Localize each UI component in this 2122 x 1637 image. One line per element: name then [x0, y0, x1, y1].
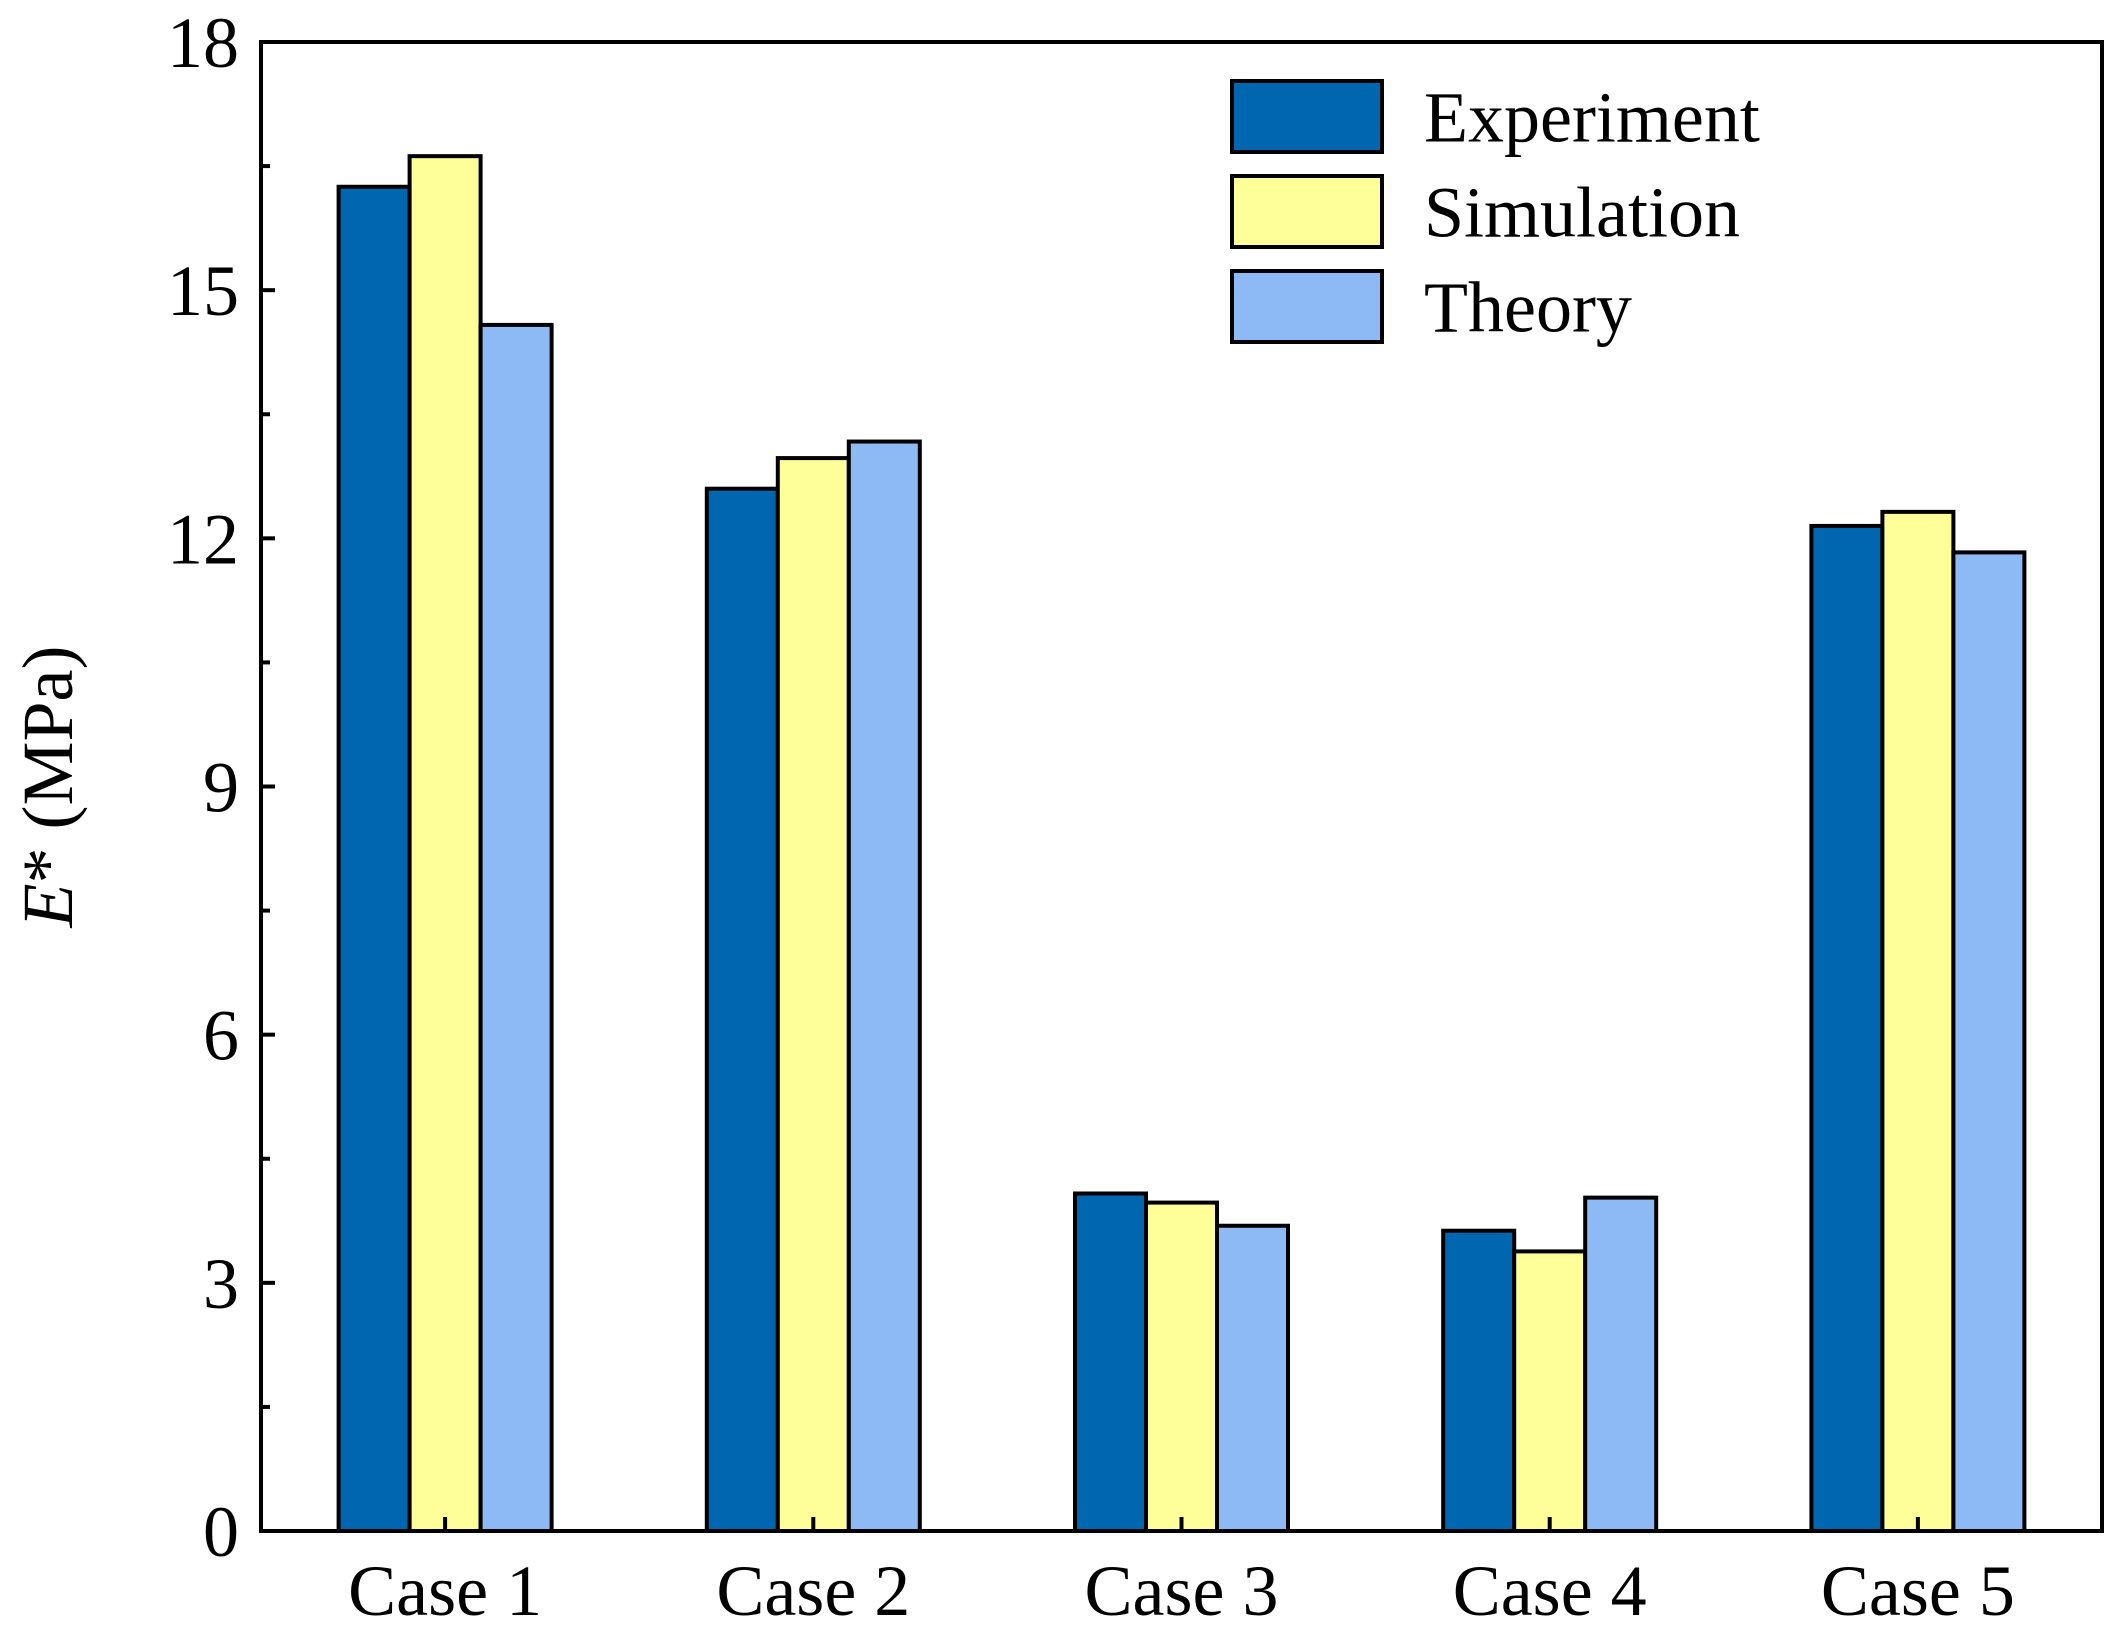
bar-theory-case-2	[846, 439, 922, 1533]
x-tick-label-case-4: Case 4	[1453, 1551, 1647, 1631]
legend-label-simulation: Simulation	[1424, 173, 1740, 253]
bars-layer	[336, 154, 2027, 1534]
y-tick-label: 18	[167, 3, 239, 83]
x-tick-label-case-1: Case 1	[348, 1551, 542, 1631]
bar-simulation-case-4	[1512, 1249, 1588, 1534]
y-tick-label: 9	[203, 748, 239, 828]
bar-simulation-case-2	[775, 456, 851, 1533]
bar-experiment-case-5	[1809, 523, 1885, 1533]
bar-theory-case-5	[1951, 550, 2027, 1533]
y-tick-label: 6	[203, 996, 239, 1076]
y-tick-label: 3	[203, 1244, 239, 1324]
bar-theory-case-4	[1583, 1195, 1659, 1533]
bar-theory-case-1	[478, 322, 554, 1533]
y-tick-label: 15	[167, 251, 239, 331]
bar-simulation-case-5	[1880, 509, 1956, 1533]
y-axis-title-suffix: * (MPa)	[8, 646, 88, 884]
y-tick-label: 0	[203, 1492, 239, 1572]
y-axis-title: E* (MPa)	[8, 646, 88, 929]
bar-theory-case-3	[1215, 1223, 1290, 1533]
legend-label-theory: Theory	[1424, 268, 1632, 348]
legend-swatch-simulation	[1230, 174, 1384, 249]
bar-experiment-case-1	[336, 184, 412, 1533]
x-axis-labels: Case 1 Case 2 Case 3 Case 4 Case 5	[348, 1517, 2015, 1631]
y-axis-ticks: 0 3 6 9 12 15 18	[167, 3, 275, 1572]
legend: Experiment Simulation Theory	[1230, 78, 1760, 348]
bar-simulation-case-1	[407, 154, 483, 1534]
x-tick-label-case-3: Case 3	[1085, 1551, 1279, 1631]
bar-experiment-case-2	[704, 486, 780, 1534]
legend-swatch-experiment	[1230, 79, 1384, 154]
legend-swatch-theory	[1230, 269, 1384, 344]
bar-experiment-case-4	[1441, 1228, 1517, 1534]
bar-simulation-case-3	[1144, 1200, 1219, 1533]
x-tick-label-case-5: Case 5	[1821, 1551, 2015, 1631]
x-tick-label-case-2: Case 2	[716, 1551, 910, 1631]
y-axis-title-symbol: E	[8, 884, 88, 929]
legend-label-experiment: Experiment	[1424, 78, 1760, 158]
y-tick-label: 12	[167, 499, 239, 579]
bar-experiment-case-3	[1073, 1191, 1148, 1533]
